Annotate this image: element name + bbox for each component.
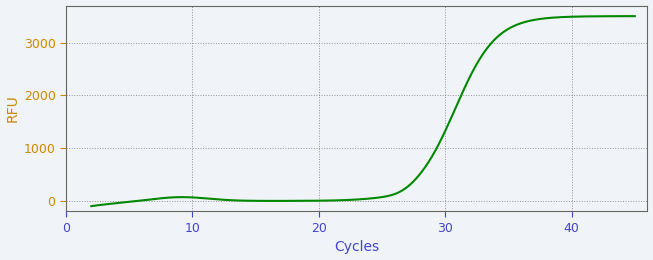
Y-axis label: RFU: RFU — [6, 95, 20, 122]
X-axis label: Cycles: Cycles — [334, 240, 379, 255]
